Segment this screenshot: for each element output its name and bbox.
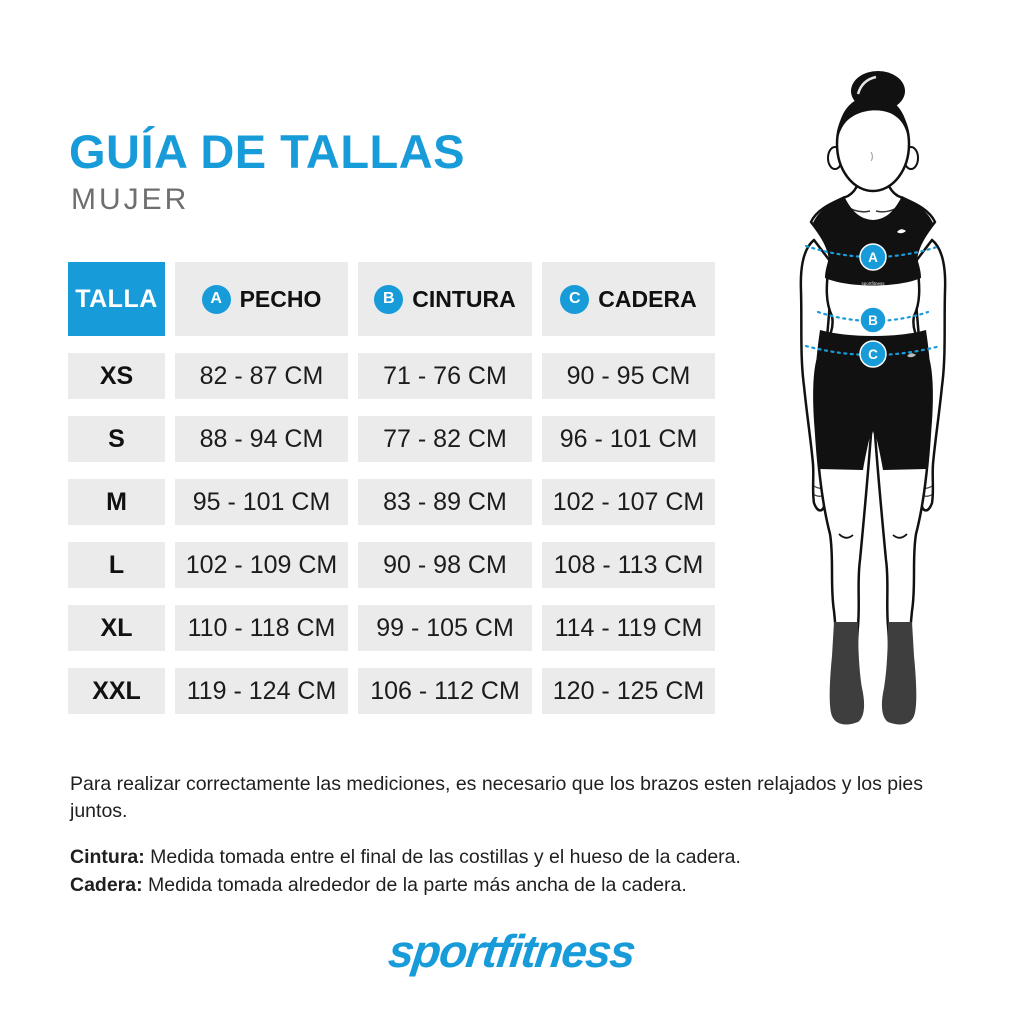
table-cell: 71 - 76 CM	[358, 353, 532, 399]
table-header-pecho: A PECHO	[175, 262, 348, 336]
marker-b-icon	[859, 306, 887, 334]
table-cell: 110 - 118 CM	[175, 605, 348, 651]
sports-bra	[813, 196, 933, 286]
marker-b-icon: B	[374, 284, 404, 314]
table-cell: 106 - 112 CM	[358, 668, 532, 714]
woman-figure-illustration: sportfitness A B C	[778, 66, 970, 728]
table-cell: 90 - 95 CM	[542, 353, 715, 399]
size-label: S	[68, 416, 165, 462]
definition-text: Medida tomada alrededor de la parte más …	[142, 874, 687, 896]
marker-c-icon: C	[560, 284, 590, 314]
size-table: TALLA A PECHO B CINTURA C CADERA XS 82 -…	[68, 262, 715, 714]
marker-a-icon	[859, 243, 887, 271]
definition-term: Cintura:	[70, 846, 145, 868]
measurement-definitions: Cintura: Medida tomada entre el final de…	[70, 843, 950, 899]
page-title: GUÍA DE TALLAS	[69, 125, 466, 178]
marker-a-icon: A	[201, 284, 231, 314]
table-cell: 102 - 109 CM	[175, 542, 348, 588]
marker-a-letter: A	[868, 250, 878, 265]
table-header-talla: TALLA	[68, 262, 165, 336]
marker-c-icon	[859, 340, 887, 368]
size-label: L	[68, 542, 165, 588]
table-cell: 95 - 101 CM	[175, 479, 348, 525]
brand-footer: sportfitness	[0, 924, 1024, 978]
marker-c-letter: C	[868, 347, 878, 362]
shorts-logo-mark	[907, 353, 916, 358]
table-cell: 119 - 124 CM	[175, 668, 348, 714]
bra-brand-print: sportfitness	[861, 281, 885, 286]
table-header-cintura: B CINTURA	[358, 262, 532, 336]
waist-measure-line	[816, 310, 930, 323]
shorts	[814, 330, 932, 470]
table-cell: 82 - 87 CM	[175, 353, 348, 399]
column-label-cintura: CINTURA	[412, 285, 516, 312]
table-cell: 90 - 98 CM	[358, 542, 532, 588]
marker-b-letter: B	[868, 313, 878, 328]
table-cell: 102 - 107 CM	[542, 479, 715, 525]
table-cell: 120 - 125 CM	[542, 668, 715, 714]
sportfitness-logo: sportfitness	[386, 925, 638, 977]
definition-text: Medida tomada entre el final de las cost…	[144, 846, 741, 868]
table-cell: 99 - 105 CM	[358, 605, 532, 651]
page-subtitle: MUJER	[71, 183, 190, 216]
table-cell: 108 - 113 CM	[542, 542, 715, 588]
left-sock	[829, 622, 865, 725]
table-cell: 88 - 94 CM	[175, 416, 348, 462]
table-header-cadera: C CADERA	[542, 262, 715, 336]
definition-cadera: Cadera: Medida tomada alrededor de la pa…	[70, 871, 950, 899]
definition-cintura: Cintura: Medida tomada entre el final de…	[70, 843, 950, 871]
measurement-instructions: Para realizar correctamente las medicion…	[70, 773, 924, 822]
table-cell: 96 - 101 CM	[542, 416, 715, 462]
column-label-cadera: CADERA	[598, 285, 697, 312]
size-label: M	[68, 479, 165, 525]
bra-logo-mark	[897, 229, 906, 234]
table-cell: 77 - 82 CM	[358, 416, 532, 462]
chest-measure-line	[804, 244, 942, 259]
size-label: XXL	[68, 668, 165, 714]
right-sock	[881, 622, 917, 725]
size-label: XL	[68, 605, 165, 651]
woman-figure-svg: sportfitness A B C	[799, 71, 947, 725]
table-cell: 83 - 89 CM	[358, 479, 532, 525]
table-cell: 114 - 119 CM	[542, 605, 715, 651]
definition-term: Cadera:	[70, 874, 143, 896]
hair	[836, 96, 910, 152]
size-label: XS	[68, 353, 165, 399]
column-label-pecho: PECHO	[239, 285, 322, 312]
